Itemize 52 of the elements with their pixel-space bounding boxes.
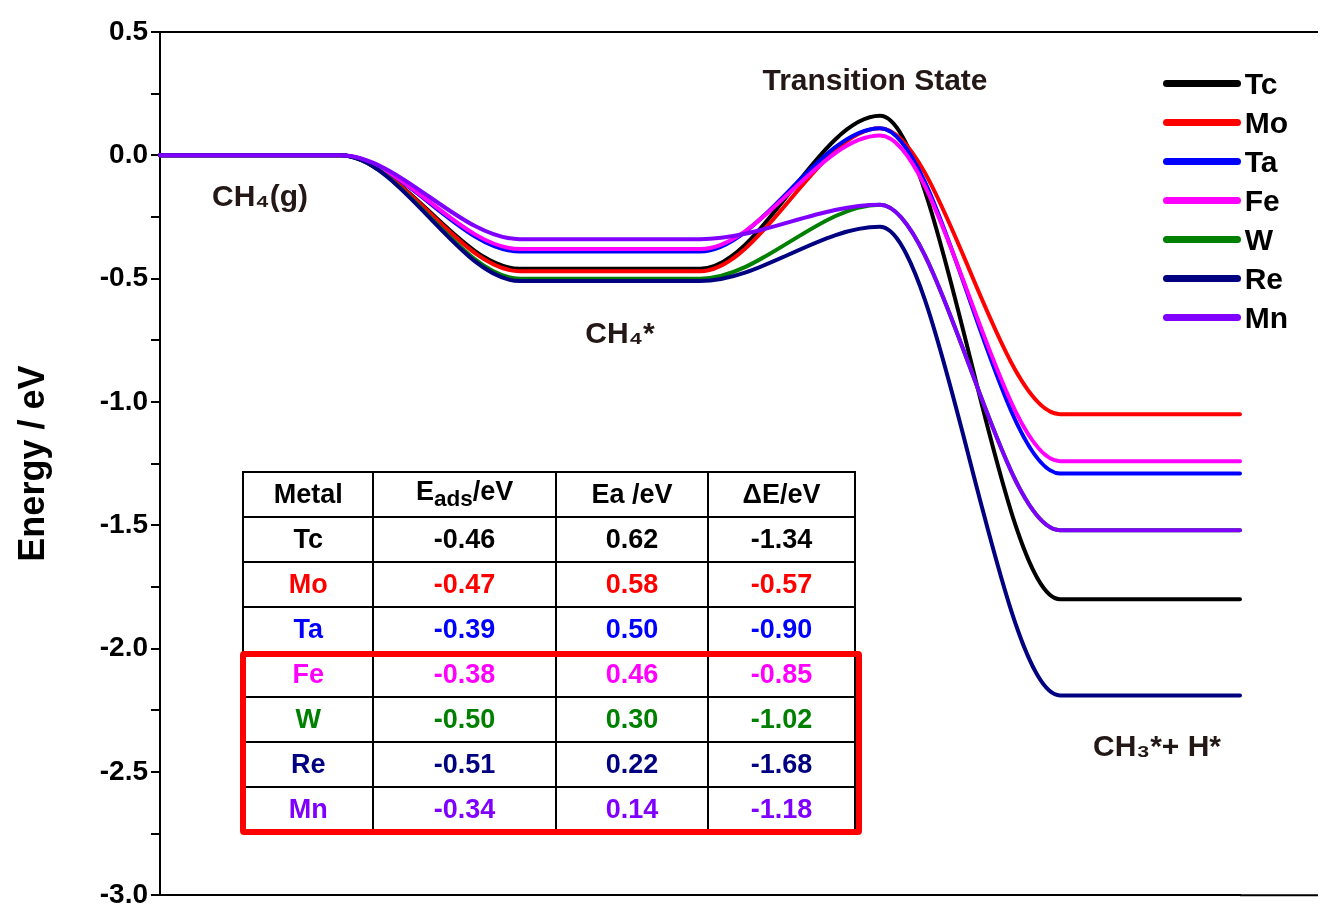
annotation: -0.90 [708, 607, 855, 652]
annotation: ΔE/eV [708, 472, 855, 517]
annotation: 0.62 [555, 517, 709, 562]
annotation: CH₃*+ H* [1092, 729, 1222, 763]
annotation: CH₄* [585, 316, 655, 350]
annotation: -0.57 [708, 562, 855, 607]
y-tick-label: 0.0 [109, 138, 148, 170]
y-tick-label: 0.5 [109, 14, 148, 46]
legend-label: W [1244, 222, 1273, 257]
legend-label: Ta [1244, 144, 1278, 179]
annotation: -0.85 [708, 652, 855, 697]
legend-label: Fe [1244, 183, 1280, 218]
y-tick-label: -1.5 [99, 507, 148, 539]
legend-label: Mn [1244, 300, 1288, 335]
annotation: -0.50 [373, 697, 556, 742]
annotation: Transition State [762, 63, 988, 97]
legend-label: Mo [1244, 105, 1288, 140]
annotation: 0.22 [555, 742, 709, 787]
annotation: -1.18 [708, 787, 855, 832]
annotation: Tc [243, 517, 374, 562]
annotation: -0.46 [373, 517, 556, 562]
y-tick-label: -3.0 [99, 877, 148, 909]
annotation: -1.68 [708, 742, 855, 787]
annotation: -0.51 [373, 742, 556, 787]
annotation: 0.30 [555, 697, 709, 742]
y-axis-title: Energy / eV [10, 365, 52, 562]
annotation: -0.38 [373, 652, 556, 697]
annotation: Mo [243, 562, 374, 607]
annotation: Mn [243, 787, 374, 832]
legend-label: Re [1244, 261, 1284, 296]
annotation: -0.39 [373, 607, 556, 652]
annotation: Fe [243, 652, 374, 697]
annotation: CH₄(g) [212, 179, 308, 213]
annotation: E$_{ads}$/eV [373, 472, 556, 517]
y-tick-label: -1.0 [99, 384, 148, 416]
annotation: Ea /eV [555, 472, 709, 517]
annotation: W [243, 697, 374, 742]
annotation: -1.34 [708, 517, 855, 562]
annotation: 0.46 [555, 652, 709, 697]
annotation: 0.58 [555, 562, 709, 607]
y-tick-label: -2.5 [99, 754, 148, 786]
annotation: -0.34 [373, 787, 556, 832]
annotation: Metal [243, 472, 374, 517]
annotation: -1.02 [708, 697, 855, 742]
y-tick-label: -0.5 [99, 261, 148, 293]
legend-label: Tc [1244, 66, 1278, 101]
annotation: 0.14 [555, 787, 709, 832]
annotation: 0.50 [555, 607, 709, 652]
annotation: Re [243, 742, 374, 787]
y-tick-label: -2.0 [99, 631, 148, 663]
annotation: Ta [243, 607, 374, 652]
annotation: -0.47 [373, 562, 556, 607]
